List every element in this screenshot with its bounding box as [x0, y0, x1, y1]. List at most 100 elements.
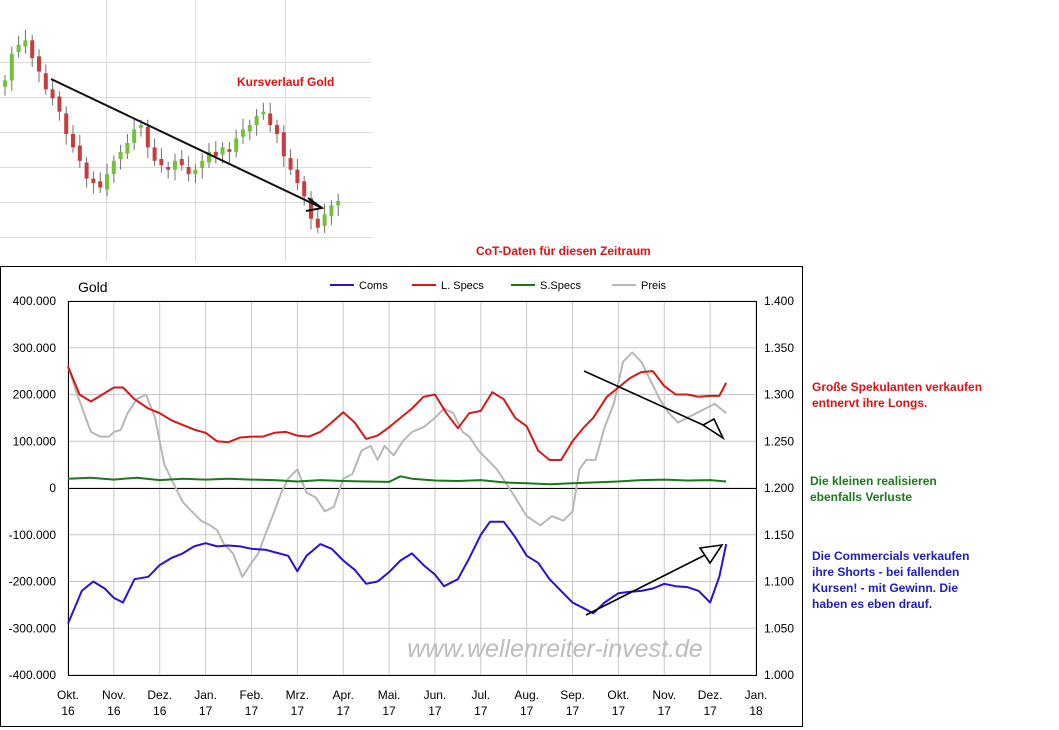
- sspecs-legend-label: S.Specs: [540, 280, 581, 292]
- x-tick-year: 17: [382, 704, 396, 718]
- candle-body: [268, 113, 273, 126]
- candle-body: [98, 181, 103, 188]
- x-tick-month: Mrz.: [286, 688, 309, 702]
- price-chart-title: Kursverlauf Gold: [237, 75, 335, 89]
- preis-line: [67, 351, 727, 578]
- candle-body: [37, 56, 41, 72]
- candle-body: [84, 162, 89, 179]
- candle-body: [302, 181, 307, 197]
- candle-body: [254, 116, 259, 126]
- coms-trend-arrow: [585, 543, 724, 616]
- candle-body: [91, 178, 96, 184]
- x-tick-year: 17: [612, 704, 626, 718]
- x-tick-month: Dez.: [698, 688, 723, 702]
- candle-body: [213, 151, 218, 157]
- cot-title: CoT-Daten für diesen Zeitraum: [476, 244, 651, 258]
- left-tick-label: 400.000: [13, 294, 57, 308]
- x-tick-month: Jan.: [194, 688, 217, 702]
- cot-chart: Gold Coms L. Specs S.Specs Preis www.wellen…: [0, 266, 803, 727]
- x-tick-month: Okt.: [57, 688, 79, 702]
- legend: Coms L. Specs S.Specs Preis: [330, 280, 667, 292]
- series-lines: [67, 351, 728, 624]
- gold-price-candlestick-chart: [0, 0, 372, 262]
- candle-body: [152, 147, 157, 161]
- x-tick-year: 16: [107, 704, 121, 718]
- candle-body: [71, 134, 75, 148]
- x-tick-month: Aug.: [514, 688, 539, 702]
- coms-line: [67, 520, 728, 624]
- x-tick-month: Jun.: [424, 688, 447, 702]
- coms-note-line-4: haben es eben drauf.: [812, 597, 933, 611]
- candle-body: [173, 160, 177, 170]
- candle-body: [309, 198, 313, 219]
- lspecs-note: Große Spekulanten verkaufen entnervt ihr…: [812, 379, 982, 411]
- lspecs-note-line-2: entnervt ihre Longs.: [812, 396, 928, 410]
- preis-legend-label: Preis: [641, 280, 667, 292]
- candle-body: [166, 167, 171, 170]
- candle-body: [159, 158, 164, 166]
- candle-body: [118, 151, 123, 159]
- candle-body: [145, 126, 150, 148]
- candle-body: [139, 125, 143, 128]
- candle-body: [295, 169, 300, 184]
- candle-body: [9, 53, 14, 81]
- x-tick-month: Apr.: [333, 688, 354, 702]
- x-tick-year: 17: [337, 704, 351, 718]
- candle-body: [193, 169, 198, 175]
- coms-note-line-3: Kursen! - mit Gewinn. Die: [812, 581, 959, 595]
- left-tick-label: -400.000: [9, 668, 57, 682]
- x-tick-month: Mai.: [378, 688, 401, 702]
- candle-body: [111, 160, 116, 175]
- x-tick-month: Feb.: [239, 688, 263, 702]
- downtrend-arrow: [50, 78, 325, 212]
- x-tick-year: 17: [566, 704, 580, 718]
- candles: [3, 29, 341, 234]
- candle-body: [207, 151, 211, 163]
- lspecs-legend-label: L. Specs: [441, 280, 484, 292]
- candle-body: [227, 149, 232, 152]
- x-tick-month: Sep.: [560, 688, 585, 702]
- right-tick-label: 1.350: [764, 341, 794, 355]
- candle-body: [281, 132, 286, 157]
- candle-body: [220, 147, 225, 155]
- candle-body: [322, 214, 327, 226]
- x-tick-year: 17: [199, 704, 213, 718]
- candle-body: [186, 167, 191, 175]
- sspecs-line: [67, 475, 727, 486]
- x-tick-year: 17: [291, 704, 305, 718]
- candle-body: [50, 89, 55, 99]
- candle-body: [329, 205, 334, 217]
- x-tick-year: 17: [658, 704, 672, 718]
- candle-body: [247, 125, 252, 132]
- left-tick-label: 200.000: [13, 388, 57, 402]
- x-tick-year: 18: [749, 704, 763, 718]
- x-tick-year: 17: [474, 704, 488, 718]
- candle-body: [77, 145, 82, 161]
- candle-body: [23, 40, 28, 47]
- x-tick-month: Dez.: [147, 688, 172, 702]
- candle-body: [125, 142, 130, 154]
- coms-note-line-2: ihre Shorts - bei fallenden: [812, 565, 960, 579]
- candle-body: [57, 96, 62, 112]
- left-tick-label: -300.000: [9, 621, 57, 635]
- candle-body: [179, 158, 184, 166]
- right-tick-label: 1.150: [764, 528, 794, 542]
- left-tick-label: 0: [49, 481, 56, 495]
- candle-body: [64, 113, 69, 134]
- sspecs-note-line-1: Die kleinen realisieren: [810, 474, 937, 488]
- x-tick-month: Jul.: [471, 688, 490, 702]
- left-tick-label: 300.000: [13, 341, 57, 355]
- candle-body: [132, 129, 137, 143]
- candle-body: [3, 80, 7, 87]
- left-tick-label: 100.000: [13, 434, 57, 448]
- x-axis-labels: Okt. 16 Nov. 16 Dez. 16 Jan. 17 Feb. 17 Mrz. 17 Apr.…: [57, 688, 767, 718]
- sspecs-note: Die kleinen realisieren ebenfalls Verlus…: [810, 473, 937, 505]
- x-tick-month: Nov.: [102, 688, 126, 702]
- candle-body: [288, 158, 293, 170]
- candle-body: [200, 160, 205, 168]
- candle-body: [16, 44, 21, 52]
- lspecs-line: [67, 366, 728, 461]
- watermark: www.wellenreiter-invest.de: [407, 635, 703, 663]
- chart-frame: [0, 266, 803, 727]
- x-tick-year: 17: [703, 704, 717, 718]
